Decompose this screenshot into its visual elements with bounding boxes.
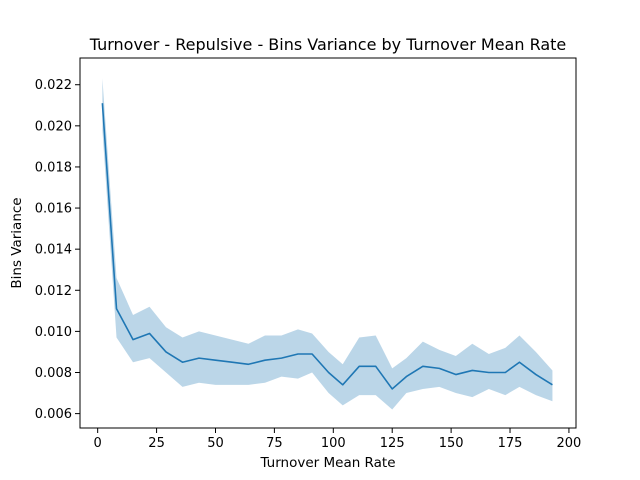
y-tick-label: 0.008 — [35, 366, 72, 381]
x-axis-label: Turnover Mean Rate — [259, 455, 395, 471]
y-tick-label: 0.014 — [35, 243, 72, 258]
axes-frame — [79, 57, 577, 429]
confidence-band — [102, 78, 553, 410]
y-tick-label: 0.006 — [35, 407, 72, 422]
x-tick-label: 200 — [557, 436, 582, 451]
plot-area — [101, 78, 553, 410]
x-tick-label: 75 — [266, 436, 283, 451]
y-tick-label: 0.018 — [35, 160, 72, 175]
series-line — [101, 103, 553, 390]
y-tick-label: 0.016 — [35, 202, 72, 217]
x-axis: 0 25 50 75 100 125 150 175 200 — [94, 428, 582, 451]
y-tick-label: 0.020 — [35, 119, 72, 134]
y-tick-label: 0.022 — [35, 78, 72, 93]
x-tick-label: 100 — [321, 436, 346, 451]
x-tick-label: 25 — [148, 436, 165, 451]
x-tick-label: 150 — [439, 436, 464, 451]
y-axis-label: Bins Variance — [9, 197, 25, 288]
x-tick-label: 0 — [94, 436, 102, 451]
y-axis: 0.006 0.008 0.010 0.012 0.014 0.016 0.018 0.020… — [35, 78, 80, 422]
x-tick-label: 125 — [380, 436, 405, 451]
chart-title: Turnover - Repulsive - Bins Variance by … — [89, 35, 567, 54]
x-tick-label: 50 — [207, 436, 224, 451]
x-tick-label: 175 — [498, 436, 523, 451]
y-tick-label: 0.010 — [35, 325, 72, 340]
y-tick-label: 0.012 — [35, 284, 72, 299]
